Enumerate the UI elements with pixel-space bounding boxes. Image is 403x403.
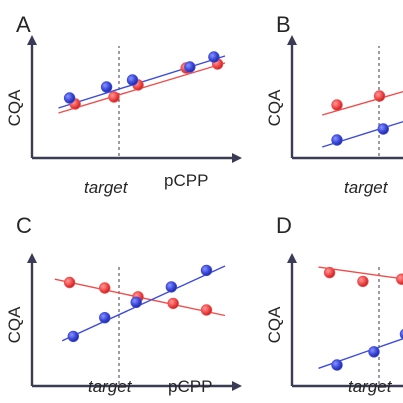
panel-letter: B (276, 12, 291, 37)
target-label: target (88, 377, 133, 396)
panel-letter: A (16, 12, 31, 37)
blue-data-point (130, 296, 142, 309)
y-axis-label: CQA (5, 306, 24, 344)
red-data-point (331, 99, 343, 111)
red-data-point (167, 297, 179, 310)
y-axis-label: CQA (265, 89, 284, 127)
red-data-point (108, 91, 120, 103)
y-axis-label: CQA (5, 89, 24, 127)
panel-a: A CQA pCPP target (5, 12, 242, 197)
red-data-point (396, 273, 403, 285)
blue-data-point (368, 346, 380, 358)
panel-letter: C (16, 213, 32, 238)
blue-trend-line (321, 120, 403, 148)
blue-data-point (200, 264, 213, 277)
blue-data-point (67, 330, 80, 343)
red-data-point (323, 266, 336, 279)
y-axis-label: CQA (265, 306, 284, 344)
blue-data-point (399, 329, 403, 340)
blue-data-point (63, 92, 76, 104)
target-label: target (84, 178, 129, 197)
blue-data-point (100, 81, 113, 93)
red-trend-line (322, 90, 403, 116)
panel-d: D CQA target (265, 213, 403, 396)
panel-b: B CQA target (265, 12, 403, 197)
red-data-point (357, 275, 369, 288)
blue-data-point (377, 123, 389, 135)
blue-data-point (184, 61, 196, 73)
red-data-point (99, 282, 111, 294)
target-label: target (348, 377, 393, 396)
blue-data-point (165, 281, 178, 293)
panel-letter: D (276, 213, 292, 238)
blue-data-point (331, 359, 343, 371)
target-label: target (344, 178, 389, 197)
blue-trend-line (61, 265, 226, 342)
red-data-point (63, 276, 76, 289)
blue-data-point (208, 51, 220, 63)
blue-data-point (99, 312, 111, 324)
blue-data-point (331, 134, 343, 146)
panel-c: C CQA pCPP target (5, 213, 242, 396)
blue-trend-line (318, 337, 403, 369)
red-data-point (373, 90, 386, 102)
red-data-point (200, 304, 213, 316)
x-axis-label: pCPP (168, 377, 212, 396)
blue-data-point (126, 74, 139, 86)
x-axis-label: pCPP (164, 171, 208, 190)
